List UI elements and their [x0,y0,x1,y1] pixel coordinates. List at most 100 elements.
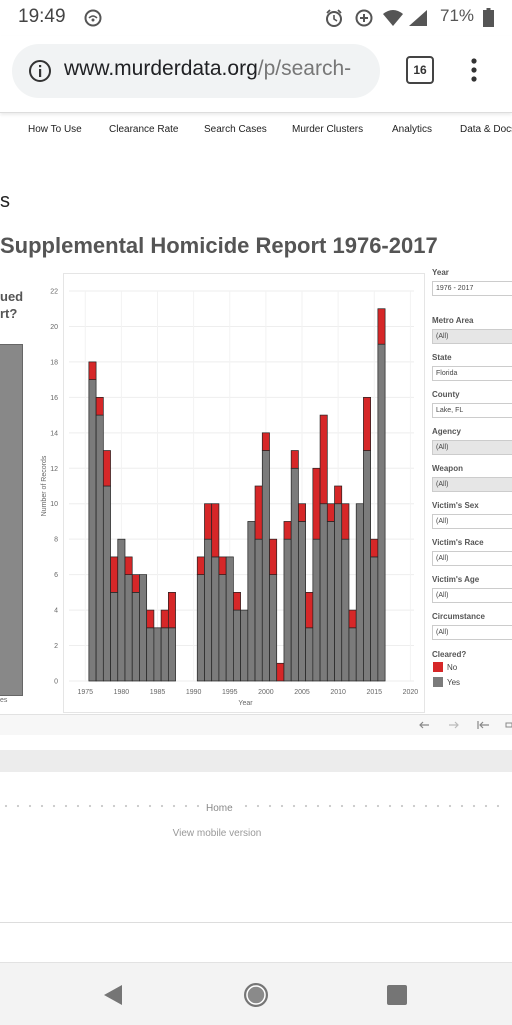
tab-switcher-button[interactable]: 16 [406,56,434,84]
bar-no-2014 [363,397,371,451]
bar-yes-2003 [283,538,292,682]
bar-yes-1991 [196,574,205,682]
bar-no-1976 [88,361,97,380]
bar-yes-1987 [167,627,176,682]
recents-icon[interactable] [386,984,408,1006]
filter-label-agency: Agency [432,427,461,436]
revert-icon[interactable] [476,719,490,731]
y-tick-label: 14 [50,430,58,437]
hotspot-icon [84,9,102,27]
y-tick-label: 6 [54,572,58,579]
home-icon[interactable] [242,981,270,1009]
bar-yes-1999 [254,538,263,682]
bar-yes-1992 [204,538,213,682]
legend-title: Cleared? [432,650,467,659]
legend-no-label[interactable]: No [447,663,458,672]
nav-data-docs[interactable]: Data & Docs [460,124,512,135]
footer-line [0,922,512,923]
legend-yes-label[interactable]: Yes [447,678,461,687]
bar-yes-1982 [131,592,140,682]
bar-no-2004 [290,450,299,469]
y-axis-title: Number of Records [41,455,48,516]
y-tick-label: 22 [50,289,58,296]
y-tick-label: 8 [54,537,58,544]
filter-county-select[interactable]: Lake, FL [432,403,512,418]
info-icon[interactable] [28,59,52,83]
bar-no-2006 [305,592,314,629]
filter-victim-s-sex-select[interactable]: (All) [432,514,512,529]
back-icon[interactable] [102,983,124,1007]
x-axis-title: Year [238,700,253,707]
toolbar-band [0,750,512,772]
x-tick-label: 2005 [294,689,310,696]
legend-no-swatch[interactable] [433,662,443,672]
redo-icon[interactable] [448,719,460,731]
filter-weapon-select[interactable]: (All) [432,477,512,492]
bar-yes-1997 [240,609,249,682]
left-panel-axis-label: es [0,697,8,704]
bar-no-2016 [377,308,386,345]
bar-yes-1983 [139,574,148,682]
bar-no-1984 [146,609,155,629]
bar-yes-1994 [218,574,227,682]
undo-icon[interactable] [418,719,430,731]
x-tick-label: 1980 [114,689,130,696]
address-bar[interactable]: www.murderdata.org/p/search- [12,44,380,98]
bar-yes-2000 [261,450,270,682]
bar-yes-2013 [355,503,364,682]
y-tick-label: 18 [50,359,58,366]
y-tick-label: 10 [50,501,58,508]
x-tick-label: 2000 [258,689,274,696]
nav-clearance-rate[interactable]: Clearance Rate [109,124,179,135]
bar-no-2007 [312,467,321,540]
bar-no-2002 [276,662,285,682]
nav-murder-clusters[interactable]: Murder Clusters [292,124,364,135]
bar-yes-1981 [124,574,133,682]
x-tick-label: 1995 [222,689,238,696]
filter-label-circumstance: Circumstance [432,612,485,621]
bar-no-2009 [326,503,335,522]
view-mobile-link[interactable]: View mobile version [172,828,262,839]
filter-metro-area-select[interactable]: (All) [432,329,512,344]
bar-yes-2012 [348,627,357,682]
bar-no-1999 [254,485,263,540]
url-text[interactable]: www.murderdata.org/p/search- [64,57,376,81]
y-tick-label: 20 [50,324,58,331]
bar-yes-2008 [319,503,328,682]
nav-analytics[interactable]: Analytics [392,124,433,135]
y-tick-label: 2 [54,643,58,650]
x-tick-label: 2020 [403,689,419,696]
filter-label-metro-area: Metro Area [432,316,474,325]
bar-yes-1977 [95,414,104,682]
bar-yes-1985 [153,627,162,682]
filter-circumstance-select[interactable]: (All) [432,625,512,640]
left-panel-title: ued rt? [0,288,23,322]
bar-yes-2007 [312,538,321,682]
alarm-icon [326,9,342,27]
nav-search-cases[interactable]: Search Cases [204,124,267,135]
filter-label-year: Year [432,268,449,277]
more-options-icon[interactable] [470,57,478,83]
filter-victim-s-age-select[interactable]: (All) [432,588,512,603]
url-host: www.murderdata.org [64,57,258,80]
bar-no-2010 [334,485,343,505]
filter-year-select[interactable]: 1976 - 2017 [432,281,512,296]
site-nav: How To Use Clearance Rate Search Cases M… [0,118,512,142]
bar-no-1982 [131,574,140,593]
bar-yes-2014 [363,450,371,682]
y-tick-label: 16 [50,395,58,402]
footer-home-link[interactable]: Home [202,803,237,814]
bar-yes-1979 [110,592,119,682]
refresh-icon[interactable] [504,719,512,731]
filter-state-select[interactable]: Florida [432,366,512,381]
legend-yes-swatch[interactable] [433,677,443,687]
bar-no-1987 [167,592,176,629]
signal-icon [409,10,427,26]
bar-no-1996 [233,592,241,611]
system-nav-bar [0,962,512,1025]
bar-no-1977 [95,397,104,416]
filter-victim-s-race-select[interactable]: (All) [432,551,512,566]
filter-agency-select[interactable]: (All) [432,440,512,455]
nav-how-to-use[interactable]: How To Use [28,124,82,135]
